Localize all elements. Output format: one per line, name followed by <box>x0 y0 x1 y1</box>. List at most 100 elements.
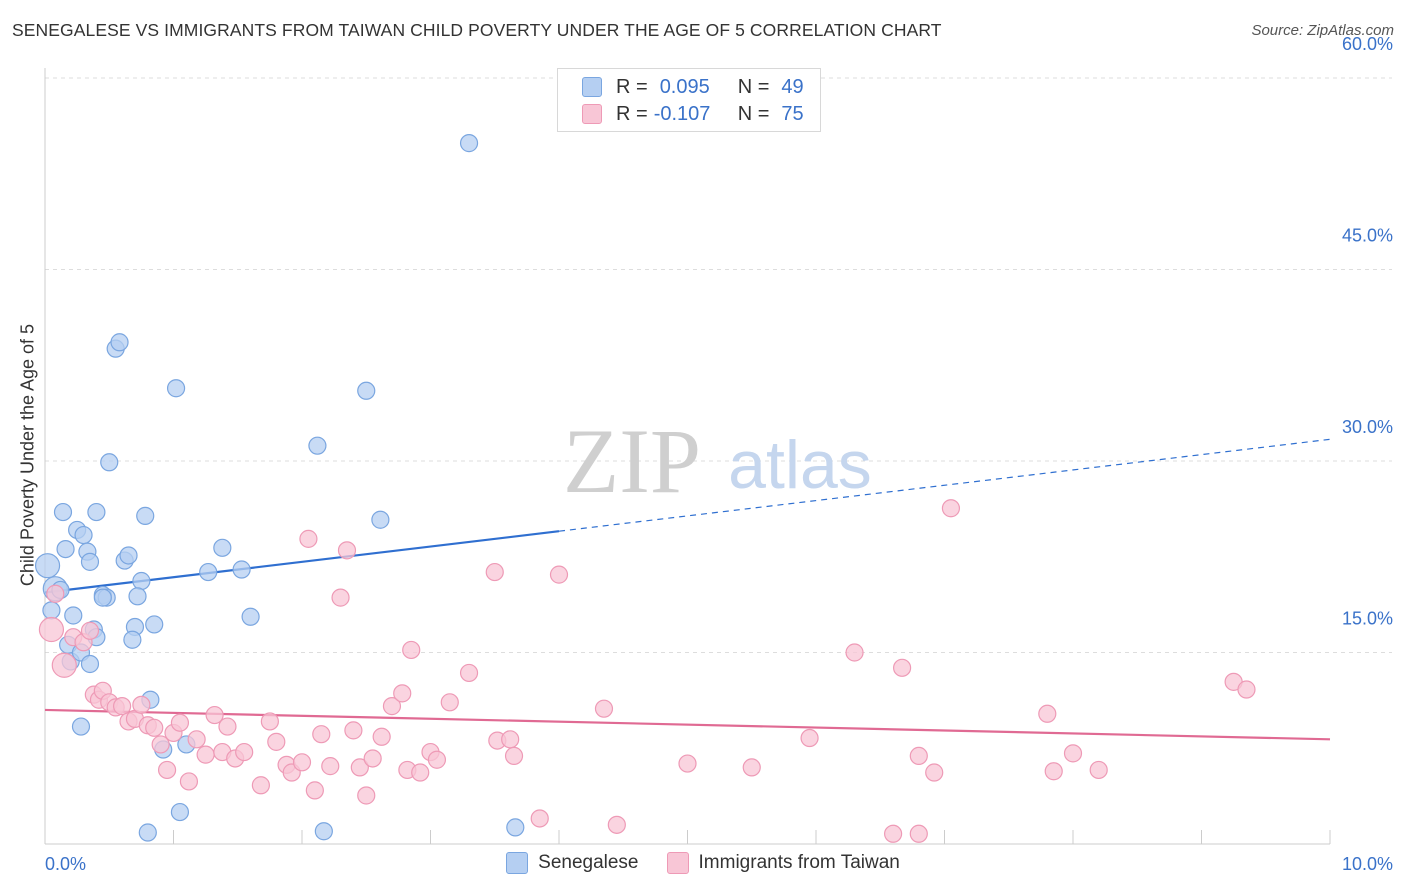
taiwan-point <box>1063 744 1083 763</box>
series-legend: Senegalese Immigrants from Taiwan <box>0 852 1406 874</box>
taiwan-point <box>350 758 369 777</box>
senegalese-point <box>87 502 106 522</box>
senegalese-point <box>53 502 73 522</box>
pink-swatch-icon <box>582 104 602 124</box>
r-label: R = <box>616 102 648 125</box>
taiwan-point <box>196 745 215 764</box>
y-tick-label: 15.0% <box>1342 609 1393 629</box>
taiwan-point <box>1237 680 1256 699</box>
taiwan-point <box>260 712 279 731</box>
legend-label: Senegalese <box>538 852 639 873</box>
legend-row-taiwan: R = -0.107 N = 75 <box>582 102 804 126</box>
taiwan-point <box>344 721 363 740</box>
senegalese-point <box>42 601 61 620</box>
taiwan-point <box>337 541 357 560</box>
taiwan-point <box>607 815 626 834</box>
taiwan-point <box>411 763 430 782</box>
source-label: Source: ZipAtlas.com <box>1251 22 1394 39</box>
taiwan-point <box>393 684 412 703</box>
taiwan-point <box>151 735 170 754</box>
taiwan-point <box>530 809 549 828</box>
y-tick-label: 60.0% <box>1342 34 1393 54</box>
taiwan-point <box>112 697 132 716</box>
senegalese-point <box>93 588 112 607</box>
legend-label: Immigrants from Taiwan <box>698 852 900 873</box>
senegalese-point <box>166 379 186 398</box>
watermark-atlas: atlas <box>728 427 872 503</box>
senegalese-point <box>110 333 129 352</box>
taiwan-point <box>235 742 254 762</box>
taiwan-point <box>1038 704 1057 723</box>
taiwan-point <box>132 695 151 714</box>
taiwan-point <box>909 824 928 843</box>
senegalese-point <box>56 539 75 559</box>
taiwan-point <box>440 693 459 712</box>
taiwan-point <box>925 763 944 782</box>
taiwan-point <box>312 725 331 744</box>
senegalese-point <box>357 381 376 400</box>
taiwan-point <box>402 640 421 660</box>
trend-lines <box>44 438 1331 741</box>
taiwan-point <box>594 699 614 718</box>
taiwan-point <box>1089 760 1108 780</box>
y-axis-label: Child Poverty Under the Age of 5 <box>17 323 38 587</box>
senegalese-point <box>506 818 525 837</box>
senegalese-point <box>128 587 147 606</box>
taiwan-point <box>459 663 479 683</box>
data-points <box>34 134 1256 843</box>
senegalese-point <box>371 510 390 529</box>
taiwan-point <box>1044 762 1063 781</box>
n-label: N = <box>737 102 770 125</box>
watermark-zip: ZIP <box>563 410 701 512</box>
senegalese-point <box>64 606 83 625</box>
taiwan-point <box>883 824 903 843</box>
senegalese-point <box>74 525 93 545</box>
senegalese-point <box>71 717 91 736</box>
taiwan-point <box>267 732 286 751</box>
senegalese-point <box>459 134 479 153</box>
blue-swatch-icon <box>506 852 529 874</box>
taiwan-point <box>305 781 324 800</box>
taiwan-point <box>80 621 100 640</box>
taiwan-point <box>892 658 912 677</box>
pink-swatch-icon <box>666 852 689 874</box>
taiwan-point <box>145 718 164 737</box>
r-value: -0.107 <box>653 102 711 125</box>
senegalese-point <box>213 538 232 557</box>
senegalese-point <box>132 571 151 591</box>
n-value: 75 <box>781 102 804 125</box>
senegalese-point <box>123 630 142 649</box>
x-tick-label: 0.0% <box>45 854 86 874</box>
senegalese-point <box>199 562 218 582</box>
tick-labels: 15.0% 30.0% 45.0% 60.0% 0.0% 10.0% <box>45 34 1393 874</box>
senegalese-point <box>241 607 260 626</box>
taiwan-point <box>372 727 391 746</box>
taiwan-point <box>321 757 340 776</box>
taiwan-point <box>549 565 569 584</box>
senegalese-point <box>80 552 100 571</box>
senegalese-trend-extension <box>558 438 1331 532</box>
senegalese-point <box>119 546 138 565</box>
senegalese-point <box>80 654 100 674</box>
legend-item-taiwan[interactable]: Immigrants from Taiwan <box>666 852 900 874</box>
taiwan-point <box>742 758 761 777</box>
n-label: N = <box>737 75 770 98</box>
taiwan-point <box>357 786 376 805</box>
senegalese-trend-line <box>44 530 560 594</box>
taiwan-point <box>501 730 520 749</box>
taiwan-point <box>218 717 237 736</box>
taiwan-point <box>292 753 312 772</box>
axes <box>44 68 1331 845</box>
taiwan-point <box>331 588 350 607</box>
chart-title: SENEGALESE VS IMMIGRANTS FROM TAIWAN CHI… <box>12 20 942 40</box>
taiwan-point <box>38 616 65 643</box>
legend-item-senegalese[interactable]: Senegalese <box>506 852 639 874</box>
taiwan-trend-line <box>44 708 1331 741</box>
n-value: 49 <box>781 75 804 98</box>
taiwan-point <box>51 652 77 678</box>
y-tick-label: 30.0% <box>1342 417 1393 437</box>
senegalese-point <box>34 553 61 579</box>
taiwan-point <box>363 749 382 768</box>
taiwan-point <box>678 754 697 773</box>
